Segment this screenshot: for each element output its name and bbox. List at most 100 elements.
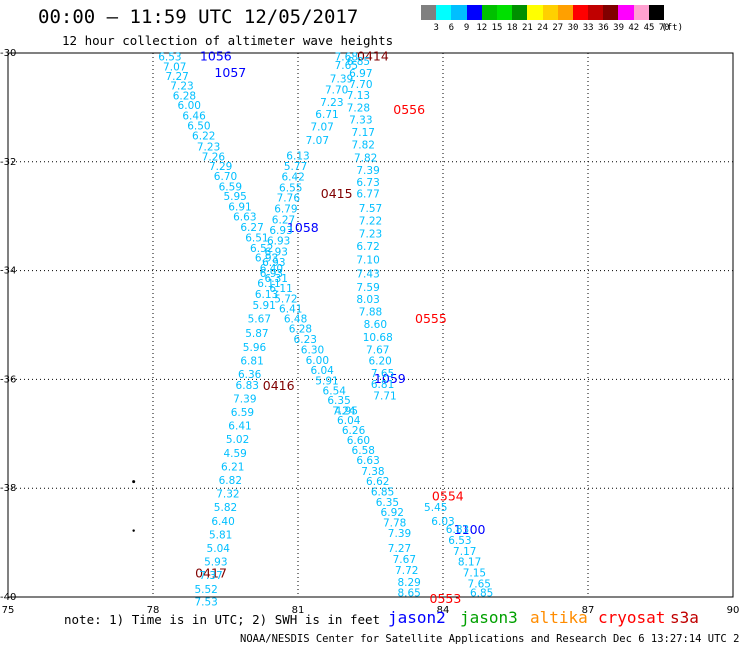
swh-point-label: 7.53 — [194, 596, 217, 608]
legend-jason3: jason3 — [460, 608, 518, 627]
marker-dot — [132, 480, 136, 484]
swh-point-label: 6.13 — [255, 289, 278, 301]
swh-point-label: 7.43 — [356, 268, 379, 280]
x-tick-label: 87 — [582, 605, 595, 616]
swh-point-label: 6.20 — [368, 355, 391, 367]
color-scale-bar — [421, 5, 664, 20]
color-scale-cell — [481, 5, 497, 20]
swh-point-label: 7.88 — [359, 306, 382, 318]
swh-point-label: 6.63 — [233, 212, 256, 224]
swh-point-label: 6.23 — [294, 334, 317, 346]
y-tick-label: -32 — [0, 157, 16, 168]
swh-point-label: 6.83 — [236, 380, 259, 392]
swh-point-label: 6.70 — [214, 171, 237, 183]
swh-point-label: 7.68 — [335, 51, 358, 63]
swh-point-label: 7.23 — [359, 229, 382, 241]
swh-point-label: 6.51 — [245, 232, 268, 244]
swh-point-label: 6.28 — [173, 90, 196, 102]
x-tick-label: 90 — [727, 605, 740, 616]
color-scale-cell — [572, 5, 589, 20]
swh-point-label: 6.41 — [228, 421, 251, 433]
pass-id-label: 1058 — [287, 220, 319, 235]
swh-point-label: 7.38 — [361, 466, 384, 478]
swh-point-label: 8.29 — [397, 577, 420, 589]
swh-point-label: 6.79 — [274, 204, 297, 216]
swh-point-label: 6.42 — [281, 171, 304, 183]
swh-point-label: 5.45 — [424, 502, 447, 514]
color-scale-label: 3 — [433, 23, 439, 33]
swh-point-label: 5.02 — [226, 434, 249, 446]
swh-point-label: 7.23 — [320, 97, 343, 109]
swh-point-label: 6.11 — [269, 283, 292, 295]
swh-point-label: 6.04 — [337, 415, 361, 427]
swh-point-label: 6.85 — [347, 56, 370, 68]
swh-point-label: 5.67 — [248, 313, 271, 325]
marker-dot — [132, 529, 135, 532]
swh-point-label: 6.62 — [366, 476, 389, 488]
swh-point-label: 7.59 — [356, 282, 379, 294]
swh-point-label: 6.83 — [446, 524, 469, 536]
swh-point-label: 5.81 — [209, 529, 232, 541]
swh-point-label: 6.48 — [284, 313, 307, 325]
swh-point-label: 7.76 — [277, 193, 301, 205]
swh-point-label: 7.82 — [352, 139, 375, 151]
swh-point-label: 7.71 — [373, 391, 396, 403]
swh-point-label: 7.28 — [347, 102, 370, 114]
color-scale-label: 45 — [643, 23, 655, 33]
color-scale-label: 33 — [582, 23, 594, 33]
swh-point-label: 7.39 — [233, 393, 256, 405]
swh-point-label: 5.77 — [284, 161, 307, 173]
x-tick-label: 81 — [292, 605, 305, 616]
swh-point-label: 6.72 — [356, 241, 379, 253]
swh-point-label: 5.52 — [194, 584, 217, 596]
swh-point-label: 6.63 — [356, 455, 379, 467]
color-scale-cell — [512, 5, 528, 20]
swh-point-label: 6.85 — [371, 486, 394, 498]
swh-point-label: 6.53 — [448, 535, 471, 547]
swh-point-label: 6.00 — [306, 355, 329, 367]
color-scale-label: 39 — [613, 23, 625, 33]
swh-point-label: 7.65 — [468, 578, 491, 590]
swh-point-label: 5.87 — [245, 328, 268, 340]
swh-point-label: 7.17 — [453, 546, 476, 558]
pass-id-label: 0555 — [415, 311, 447, 326]
color-scale-cell — [588, 5, 604, 20]
swh-point-label: 6.93 — [269, 225, 292, 237]
pass-id-label: 1056 — [200, 49, 232, 64]
swh-point-label: 6.91 — [228, 201, 251, 213]
swh-point-label: 5.91 — [315, 375, 338, 387]
swh-point-label: 8.03 — [356, 294, 379, 306]
swh-point-label: 7.70 — [325, 84, 348, 96]
color-scale-label: 27 — [552, 23, 564, 33]
swh-point-label: 6.55 — [279, 182, 302, 194]
legend-cryosat: cryosat — [598, 608, 666, 627]
swh-point-label: 7.27 — [165, 71, 188, 83]
x-tick-label: 78 — [147, 605, 160, 616]
swh-point-label: 7.17 — [352, 127, 375, 139]
x-tick-label: 75 — [2, 605, 15, 616]
swh-point-label: 6.81 — [240, 355, 263, 367]
swh-point-label: 6.58 — [352, 445, 375, 457]
swh-point-label: 7.33 — [349, 114, 372, 126]
swh-point-label: 8.60 — [364, 319, 387, 331]
swh-point-label: 7.67 — [393, 554, 416, 566]
swh-point-label: 7.78 — [383, 517, 406, 529]
swh-point-label: 7.37 — [199, 570, 222, 582]
swh-point-label: 6.30 — [301, 344, 324, 356]
color-scale-label: 18 — [506, 23, 518, 33]
units-note: note: 1) Time is in UTC; 2) SWH is in fe… — [64, 612, 381, 627]
color-scale-cell — [542, 5, 558, 20]
swh-point-label: 6.59 — [231, 407, 254, 419]
swh-point-label: 6.93 — [260, 268, 283, 280]
swh-point-label: 7.07 — [310, 121, 333, 133]
swh-point-label: 7.29 — [209, 161, 232, 173]
chart-subtitle: 12 hour collection of altimeter wave hei… — [62, 33, 394, 48]
swh-point-label: 7.72 — [395, 565, 418, 577]
swh-point-label: 5.96 — [243, 342, 267, 354]
swh-point-label: 6.04 — [310, 365, 334, 377]
swh-point-label: 7.26 — [202, 151, 226, 163]
color-scale-cell — [603, 5, 619, 20]
swh-point-label: 7.70 — [349, 79, 372, 91]
swh-point-label: 7.07 — [306, 135, 329, 147]
swh-point-label: 7.57 — [359, 203, 382, 215]
